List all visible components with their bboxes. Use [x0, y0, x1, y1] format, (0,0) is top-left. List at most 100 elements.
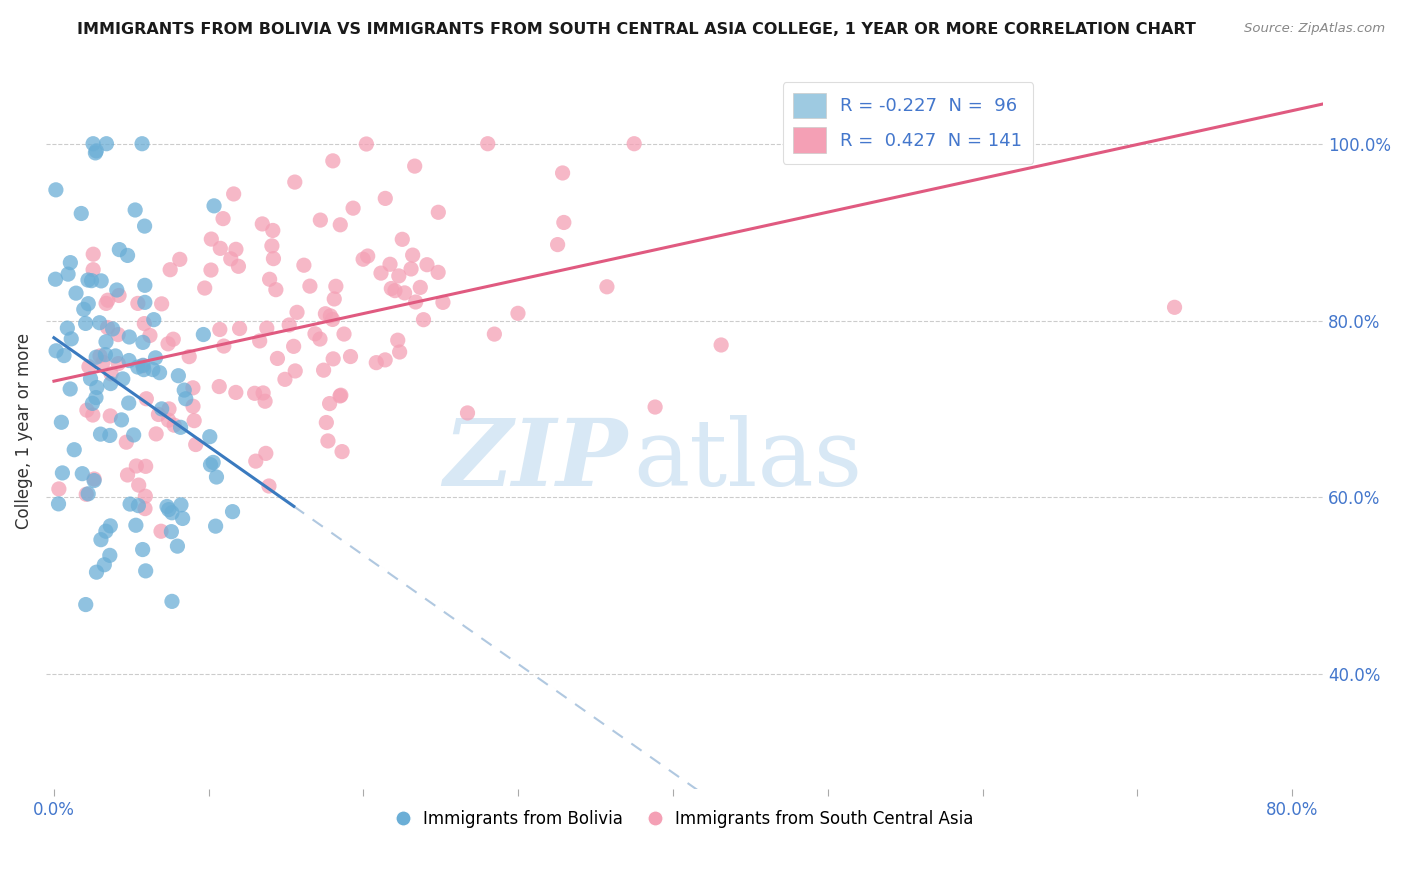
- Point: [484, 327, 506, 342]
- Point: [249, 334, 271, 348]
- Point: [193, 327, 215, 342]
- Point: [325, 279, 347, 293]
- Point: [309, 213, 332, 227]
- Point: [134, 278, 156, 293]
- Point: [427, 265, 450, 279]
- Point: [134, 219, 156, 233]
- Point: [1163, 301, 1185, 315]
- Point: [63, 442, 86, 457]
- Point: [82, 408, 104, 422]
- Text: Source: ZipAtlas.com: Source: ZipAtlas.com: [1244, 22, 1385, 36]
- Point: [107, 327, 129, 342]
- Point: [101, 322, 124, 336]
- Point: [312, 363, 335, 377]
- Point: [352, 252, 374, 267]
- Point: [94, 348, 117, 362]
- Point: [252, 217, 274, 231]
- Point: [409, 280, 432, 294]
- Point: [132, 359, 155, 373]
- Point: [157, 413, 180, 427]
- Point: [132, 362, 155, 376]
- Point: [285, 305, 308, 319]
- Point: [134, 317, 156, 331]
- Point: [322, 153, 344, 168]
- Point: [96, 136, 118, 151]
- Point: [209, 241, 232, 255]
- Point: [76, 403, 98, 417]
- Point: [77, 359, 100, 374]
- Point: [388, 345, 411, 359]
- Point: [148, 366, 170, 380]
- Point: [128, 478, 150, 492]
- Point: [98, 409, 121, 423]
- Point: [120, 497, 142, 511]
- Point: [96, 320, 118, 334]
- Point: [131, 136, 153, 151]
- Point: [212, 211, 235, 226]
- Point: [65, 286, 87, 301]
- Point: [432, 295, 454, 310]
- Point: [405, 295, 427, 310]
- Point: [84, 145, 107, 160]
- Point: [181, 381, 204, 395]
- Point: [73, 302, 96, 317]
- Point: [89, 316, 111, 330]
- Point: [323, 292, 346, 306]
- Point: [262, 223, 284, 237]
- Point: [309, 332, 332, 346]
- Point: [404, 159, 426, 173]
- Point: [166, 539, 188, 553]
- Point: [134, 501, 156, 516]
- Point: [127, 359, 149, 374]
- Point: [623, 136, 645, 151]
- Point: [254, 446, 277, 460]
- Point: [51, 466, 73, 480]
- Point: [94, 296, 117, 310]
- Point: [179, 350, 201, 364]
- Point: [82, 136, 104, 151]
- Point: [108, 288, 131, 302]
- Point: [77, 273, 100, 287]
- Point: [644, 400, 666, 414]
- Point: [322, 351, 344, 366]
- Point: [194, 281, 217, 295]
- Point: [90, 533, 112, 547]
- Point: [117, 248, 139, 262]
- Point: [160, 506, 183, 520]
- Point: [77, 487, 100, 501]
- Point: [339, 350, 361, 364]
- Point: [202, 455, 225, 469]
- Point: [79, 372, 101, 386]
- Point: [333, 326, 356, 341]
- Point: [97, 293, 120, 308]
- Point: [551, 166, 574, 180]
- Point: [48, 482, 70, 496]
- Point: [86, 144, 108, 158]
- Point: [222, 186, 245, 201]
- Point: [167, 368, 190, 383]
- Point: [157, 502, 180, 516]
- Point: [200, 232, 222, 246]
- Point: [134, 489, 156, 503]
- Point: [477, 136, 499, 151]
- Point: [75, 487, 97, 501]
- Point: [384, 284, 406, 298]
- Point: [84, 391, 107, 405]
- Point: [60, 332, 83, 346]
- Point: [132, 359, 155, 373]
- Point: [135, 564, 157, 578]
- Point: [94, 524, 117, 539]
- Point: [56, 267, 79, 281]
- Point: [329, 218, 352, 232]
- Point: [142, 362, 165, 376]
- Point: [208, 322, 231, 336]
- Point: [150, 401, 173, 416]
- Point: [342, 201, 364, 215]
- Point: [122, 428, 145, 442]
- Point: [200, 263, 222, 277]
- Point: [160, 594, 183, 608]
- Point: [183, 414, 205, 428]
- Point: [284, 364, 307, 378]
- Point: [131, 542, 153, 557]
- Point: [264, 283, 287, 297]
